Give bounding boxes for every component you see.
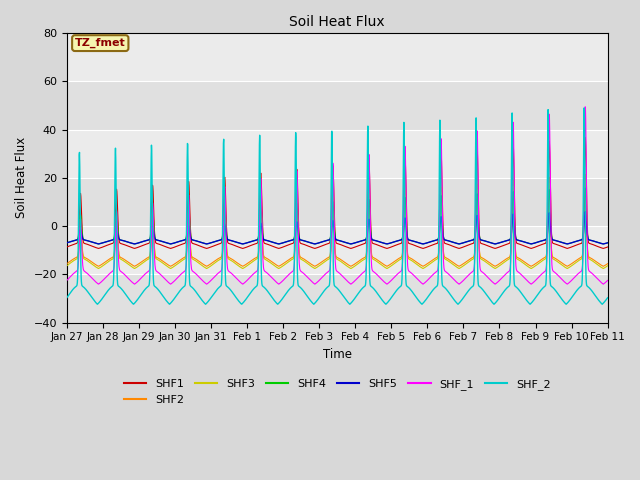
Line: SHF1: SHF1	[67, 137, 607, 249]
SHF2	[326, 253, 333, 259]
SHF_2	[588, 288, 596, 294]
SHF3	[90, 263, 98, 269]
SHF3	[604, 263, 611, 269]
SHF2	[312, 263, 319, 269]
SHF1	[326, 240, 333, 245]
Bar	[67, 226, 607, 275]
SHF3	[588, 258, 596, 264]
SHF2	[63, 261, 70, 266]
SHF_1	[600, 281, 607, 287]
SHF2	[588, 256, 596, 262]
SHF3	[489, 264, 497, 270]
SHF4	[588, 238, 596, 243]
SHF4	[489, 240, 497, 246]
SHF3	[312, 265, 319, 271]
SHF1	[588, 241, 596, 247]
SHF2	[600, 264, 607, 269]
SHF4	[312, 241, 319, 247]
Bar	[67, 33, 607, 81]
Line: SHF_1: SHF_1	[67, 107, 607, 284]
SHF4	[63, 240, 70, 246]
SHF4	[581, 185, 589, 191]
SHF2	[588, 256, 596, 262]
SHF1	[600, 246, 607, 252]
Line: SHF3: SHF3	[67, 180, 607, 268]
SHF_2	[312, 300, 319, 305]
SHF1	[489, 245, 497, 251]
SHF5	[326, 237, 333, 242]
SHF_1	[581, 104, 589, 110]
SHF_1	[326, 266, 333, 272]
SHF4	[588, 238, 596, 243]
SHF_2	[326, 279, 333, 285]
SHF_2	[604, 295, 611, 300]
SHF_1	[588, 271, 596, 276]
SHF5	[90, 240, 98, 246]
SHF5	[604, 240, 611, 246]
SHF_2	[489, 300, 497, 306]
SHF_2	[63, 295, 70, 300]
Bar	[67, 81, 607, 130]
Title: Soil Heat Flux: Soil Heat Flux	[289, 15, 385, 29]
SHF5	[312, 241, 319, 247]
SHF3	[326, 255, 333, 261]
SHF3	[63, 263, 70, 269]
Line: SHF5: SHF5	[67, 212, 607, 244]
SHF5	[581, 209, 589, 215]
Bar	[67, 130, 607, 178]
SHF3	[600, 265, 607, 271]
SHF_1	[63, 277, 70, 283]
Line: SHF_2: SHF_2	[67, 108, 607, 304]
SHF3	[581, 178, 589, 183]
SHF1	[581, 134, 589, 140]
Y-axis label: Soil Heat Flux: Soil Heat Flux	[15, 137, 28, 218]
Bar	[67, 275, 607, 323]
SHF1	[604, 244, 611, 250]
Bar	[67, 178, 607, 226]
Legend: SHF1, SHF2, SHF3, SHF4, SHF5, SHF_1, SHF_2: SHF1, SHF2, SHF3, SHF4, SHF5, SHF_1, SHF…	[119, 374, 555, 409]
SHF4	[90, 240, 98, 246]
SHF1	[90, 244, 98, 250]
SHF1	[312, 245, 319, 251]
Line: SHF4: SHF4	[67, 188, 607, 244]
SHF_2	[588, 288, 596, 294]
Line: SHF2: SHF2	[67, 174, 607, 266]
SHF4	[604, 240, 611, 246]
SHF4	[600, 241, 607, 247]
SHF_2	[90, 298, 98, 304]
SHF2	[604, 261, 611, 266]
SHF5	[489, 240, 497, 246]
SHF5	[588, 238, 596, 243]
SHF_1	[588, 270, 596, 276]
SHF5	[588, 238, 596, 243]
SHF1	[588, 241, 596, 247]
SHF5	[600, 241, 607, 247]
SHF_1	[604, 277, 611, 283]
SHF2	[581, 171, 589, 177]
SHF_2	[580, 105, 588, 111]
X-axis label: Time: Time	[323, 348, 352, 361]
SHF1	[63, 244, 70, 250]
SHF5	[63, 240, 70, 246]
SHF4	[326, 237, 333, 242]
SHF_1	[489, 279, 497, 285]
SHF_1	[90, 278, 98, 284]
SHF2	[489, 262, 497, 268]
Text: TZ_fmet: TZ_fmet	[75, 38, 125, 48]
SHF3	[588, 258, 596, 264]
SHF_1	[312, 281, 319, 287]
SHF2	[90, 261, 98, 267]
SHF_2	[598, 301, 606, 307]
